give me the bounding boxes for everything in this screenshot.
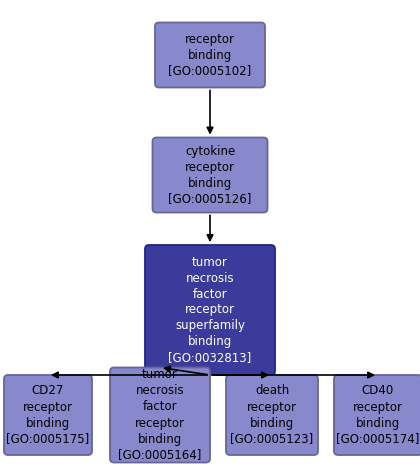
Text: cytokine
receptor
binding
[GO:0005126]: cytokine receptor binding [GO:0005126] [168,145,252,205]
FancyBboxPatch shape [226,375,318,455]
FancyBboxPatch shape [4,375,92,455]
Text: CD40
receptor
binding
[GO:0005174]: CD40 receptor binding [GO:0005174] [336,385,420,446]
FancyBboxPatch shape [110,367,210,462]
Text: tumor
necrosis
factor
receptor
binding
[GO:0005164]: tumor necrosis factor receptor binding [… [118,368,202,461]
FancyBboxPatch shape [334,375,420,455]
Text: death
receptor
binding
[GO:0005123]: death receptor binding [GO:0005123] [231,385,314,446]
FancyBboxPatch shape [155,22,265,88]
Text: tumor
necrosis
factor
receptor
superfamily
binding
[GO:0032813]: tumor necrosis factor receptor superfami… [168,256,252,365]
Text: CD27
receptor
binding
[GO:0005175]: CD27 receptor binding [GO:0005175] [6,385,89,446]
FancyBboxPatch shape [145,245,275,375]
FancyBboxPatch shape [152,138,268,212]
Text: receptor
binding
[GO:0005102]: receptor binding [GO:0005102] [168,32,252,78]
